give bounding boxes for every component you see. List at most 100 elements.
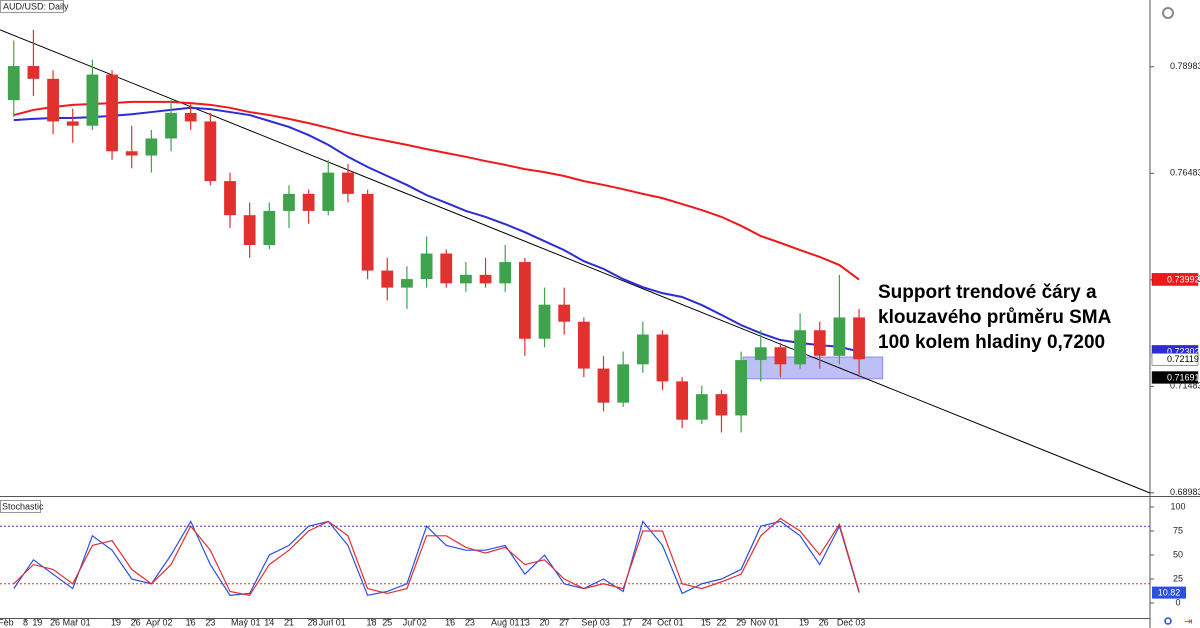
x-tick-label: 19	[799, 617, 809, 627]
stochastic-line	[13, 517, 860, 596]
y-tick-label: 100	[1170, 501, 1185, 511]
candle-body	[695, 394, 708, 420]
y-tick-label: 0.68983	[1170, 487, 1200, 497]
x-tick-label: 29	[736, 617, 746, 627]
y-tick-label: 25	[1173, 573, 1183, 583]
x-tick-label: Dec 03	[837, 617, 866, 627]
x-tick-label: 20	[540, 617, 550, 627]
annotation: klouzavého průměru SMA	[878, 307, 1112, 328]
moving-average-line	[13, 106, 860, 353]
candle-body	[617, 364, 630, 403]
x-tick-label: 26	[131, 617, 141, 627]
x-tick-label: 17	[622, 617, 632, 627]
x-tick-label: Apr 02	[146, 617, 173, 627]
candle-body	[597, 368, 610, 403]
stochastic-pane	[0, 517, 1150, 597]
x-tick-label: 18	[367, 617, 377, 627]
candle-body	[7, 66, 20, 101]
x-tick-label: Mar 01	[63, 617, 91, 627]
candle-body	[499, 262, 512, 284]
candle-body	[754, 347, 767, 361]
candle-body	[106, 74, 118, 152]
x-tick-label: Nov 01	[750, 617, 779, 627]
candle-body	[66, 121, 79, 126]
annotation: 100 kolem hladiny 0,7200	[878, 332, 1105, 353]
candle-body	[322, 172, 335, 211]
candle-body	[656, 334, 669, 382]
x-tick-label: 26	[50, 617, 60, 627]
link-icon[interactable]	[1164, 617, 1172, 625]
candle-body	[204, 121, 217, 182]
candle-body	[813, 330, 826, 356]
current-badge	[1152, 586, 1186, 599]
candle-body	[676, 381, 689, 420]
candle-body	[283, 193, 295, 211]
x-tick-label: 16	[445, 617, 455, 627]
x-tick-label: 21	[284, 617, 294, 627]
candle-body	[86, 74, 99, 126]
x-tick-label: 28	[308, 617, 318, 627]
x-tick-label: Feb	[0, 617, 14, 627]
candle-body	[833, 317, 846, 356]
candle-body	[361, 193, 374, 271]
price-pane	[0, 29, 1150, 494]
candle-body	[479, 274, 492, 284]
x-tick-label: 24	[642, 617, 652, 627]
price-badge	[1151, 352, 1199, 366]
current-badge-label: 10.82	[1158, 587, 1181, 597]
y-tick-label: 50	[1173, 549, 1183, 559]
x-tick-label: 25	[382, 617, 392, 627]
candle-body	[577, 321, 590, 369]
x-tick-label: 23	[205, 617, 215, 627]
price-badge-label: 0.72119	[1167, 354, 1199, 364]
annotation: Support trendové čáry a	[878, 282, 1097, 303]
price-badge	[1151, 273, 1199, 286]
y-tick-label: 0.78983	[1170, 61, 1200, 71]
x-tick-label: 23	[465, 617, 475, 627]
x-tick-label: Jul 02	[403, 617, 427, 627]
candle-body	[538, 304, 551, 339]
y-tick-label: 0.76483	[1170, 168, 1200, 178]
x-tick-label: 19	[111, 617, 121, 627]
candle-body	[735, 360, 748, 416]
candle-body	[774, 347, 787, 365]
candle-body	[636, 334, 649, 365]
candle-body	[715, 394, 728, 416]
candle-body	[420, 253, 433, 280]
title-box	[0, 0, 64, 13]
price-badge-label: 0.71691	[1167, 372, 1200, 382]
x-tick-label: 13	[520, 617, 530, 627]
candle-body	[145, 138, 158, 156]
x-tick-label: 26	[819, 617, 829, 627]
candle-body	[794, 330, 806, 365]
candle-body	[440, 253, 453, 284]
candle-body	[558, 304, 571, 322]
x-tick-label: Jun 01	[319, 617, 346, 627]
x-tick-label: 22	[716, 617, 726, 627]
x-tick-label: 14	[264, 617, 274, 627]
price-badge-label: 0.73992	[1167, 274, 1200, 284]
candle-body	[342, 172, 354, 194]
candle-body	[184, 112, 197, 122]
x-tick-label: Oct 01	[657, 617, 684, 627]
y-tick-label: 0.71483	[1170, 381, 1200, 391]
y-tick-label: 75	[1173, 525, 1183, 535]
candle-body	[224, 181, 236, 216]
stochastic-title: Stochastic	[2, 501, 44, 511]
candle-body	[243, 215, 256, 246]
x-tick-label: 16	[186, 617, 196, 627]
candle-body	[518, 262, 531, 339]
candle-body	[381, 270, 394, 288]
candle-body	[302, 193, 315, 211]
candle-body	[263, 210, 276, 246]
settings-icon[interactable]	[1162, 7, 1174, 19]
candle-body	[125, 151, 138, 156]
close-icon[interactable]: ⇥	[1184, 617, 1192, 628]
x-tick-label: Aug 01	[491, 617, 520, 627]
candle-body	[47, 78, 59, 122]
moving-average-line	[13, 100, 860, 281]
x-tick-label: 8	[23, 617, 28, 627]
